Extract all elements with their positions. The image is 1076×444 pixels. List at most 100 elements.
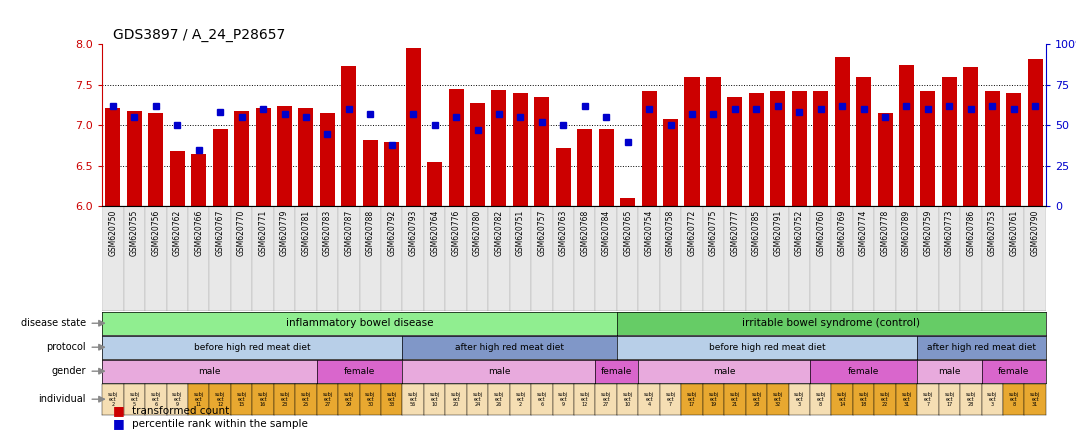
Text: disease state: disease state <box>20 318 86 328</box>
Text: GSM620790: GSM620790 <box>1031 210 1039 256</box>
Text: male: male <box>938 367 961 376</box>
Text: subj
ect
23: subj ect 23 <box>280 392 289 407</box>
Text: GSM620770: GSM620770 <box>237 210 246 256</box>
Text: GSM620786: GSM620786 <box>966 210 975 256</box>
Text: GSM620754: GSM620754 <box>645 210 653 256</box>
Bar <box>963 67 978 206</box>
Bar <box>402 206 424 311</box>
Text: GSM620789: GSM620789 <box>902 210 911 256</box>
Bar <box>235 111 250 206</box>
Bar <box>341 66 356 206</box>
Bar <box>749 93 764 206</box>
Text: GSM620773: GSM620773 <box>945 210 953 256</box>
Text: GSM620792: GSM620792 <box>387 210 396 256</box>
Text: GSM620750: GSM620750 <box>109 210 117 256</box>
Bar <box>1024 206 1046 311</box>
Text: GSM620769: GSM620769 <box>837 210 847 256</box>
Bar <box>832 206 853 311</box>
Bar <box>663 119 678 206</box>
Text: transformed count: transformed count <box>132 406 229 416</box>
Text: subj
ect
12: subj ect 12 <box>580 392 590 407</box>
Text: subj
ect
4: subj ect 4 <box>645 392 654 407</box>
Bar <box>320 113 335 206</box>
Bar <box>706 77 721 206</box>
Text: subj
ect
6: subj ect 6 <box>151 392 161 407</box>
Bar <box>875 206 895 311</box>
Text: subj
ect
3: subj ect 3 <box>987 392 997 407</box>
Text: subj
ect
26: subj ect 26 <box>494 392 504 407</box>
Bar <box>253 206 273 311</box>
Text: GSM620764: GSM620764 <box>430 210 439 256</box>
Bar <box>213 129 228 206</box>
Bar <box>960 206 981 311</box>
Bar <box>638 206 660 311</box>
Text: before high red meat diet: before high red meat diet <box>709 343 825 352</box>
Bar <box>724 206 746 311</box>
Bar <box>231 206 253 311</box>
Text: GSM620758: GSM620758 <box>666 210 675 256</box>
Bar <box>878 113 892 206</box>
Text: GSM620772: GSM620772 <box>688 210 696 256</box>
Bar <box>917 206 938 311</box>
Bar <box>470 103 485 206</box>
Bar <box>406 48 421 206</box>
Bar <box>427 162 442 206</box>
Bar <box>660 206 681 311</box>
Text: GSM620787: GSM620787 <box>344 210 353 256</box>
Bar <box>981 206 1003 311</box>
Bar <box>575 206 595 311</box>
Bar <box>1028 59 1043 206</box>
Text: protocol: protocol <box>46 342 86 352</box>
Text: subj
ect
8: subj ect 8 <box>1008 392 1019 407</box>
Bar <box>835 56 850 206</box>
Bar <box>210 206 231 311</box>
Text: subj
ect
30: subj ect 30 <box>365 392 376 407</box>
Text: subj
ect
20: subj ect 20 <box>451 392 462 407</box>
Bar <box>167 206 188 311</box>
Bar <box>985 91 1000 206</box>
Text: subj
ect
17: subj ect 17 <box>945 392 954 407</box>
Bar <box>277 106 292 206</box>
Text: subj
ect
17: subj ect 17 <box>686 392 697 407</box>
Text: GSM620767: GSM620767 <box>215 210 225 256</box>
Text: GSM620768: GSM620768 <box>580 210 590 256</box>
Text: subj
ect
24: subj ect 24 <box>472 392 483 407</box>
Text: subj
ect
15: subj ect 15 <box>237 392 246 407</box>
Bar <box>384 142 399 206</box>
Bar <box>1003 206 1024 311</box>
Text: subj
ect
10: subj ect 10 <box>429 392 440 407</box>
Text: male: male <box>198 367 221 376</box>
Bar <box>105 107 121 206</box>
Bar <box>681 206 703 311</box>
Text: subj
ect
56: subj ect 56 <box>408 392 419 407</box>
Bar <box>813 91 829 206</box>
Text: female: female <box>344 367 376 376</box>
Text: GSM620753: GSM620753 <box>988 210 996 256</box>
Bar <box>856 77 872 206</box>
Bar <box>145 206 167 311</box>
Text: GSM620785: GSM620785 <box>752 210 761 256</box>
Text: GSM620756: GSM620756 <box>152 210 160 256</box>
Text: GSM620776: GSM620776 <box>452 210 461 256</box>
Bar <box>598 130 613 206</box>
Text: GDS3897 / A_24_P28657: GDS3897 / A_24_P28657 <box>113 28 285 42</box>
Text: percentile rank within the sample: percentile rank within the sample <box>132 419 308 429</box>
Bar <box>295 206 316 311</box>
Text: GSM620763: GSM620763 <box>558 210 568 256</box>
Bar <box>316 206 338 311</box>
Bar <box>895 206 917 311</box>
Bar <box>513 93 528 206</box>
Text: gender: gender <box>52 366 86 376</box>
Bar <box>767 206 789 311</box>
Text: ■: ■ <box>113 417 125 431</box>
Text: GSM620793: GSM620793 <box>409 210 417 256</box>
Text: GSM620766: GSM620766 <box>195 210 203 256</box>
Bar <box>853 206 875 311</box>
Text: GSM620761: GSM620761 <box>1009 210 1018 256</box>
Text: male: male <box>713 367 735 376</box>
Text: after high red meat diet: after high red meat diet <box>455 343 564 352</box>
Bar <box>363 140 378 206</box>
Text: after high red meat diet: after high red meat diet <box>928 343 1036 352</box>
Text: GSM620784: GSM620784 <box>601 210 611 256</box>
Text: female: female <box>999 367 1030 376</box>
